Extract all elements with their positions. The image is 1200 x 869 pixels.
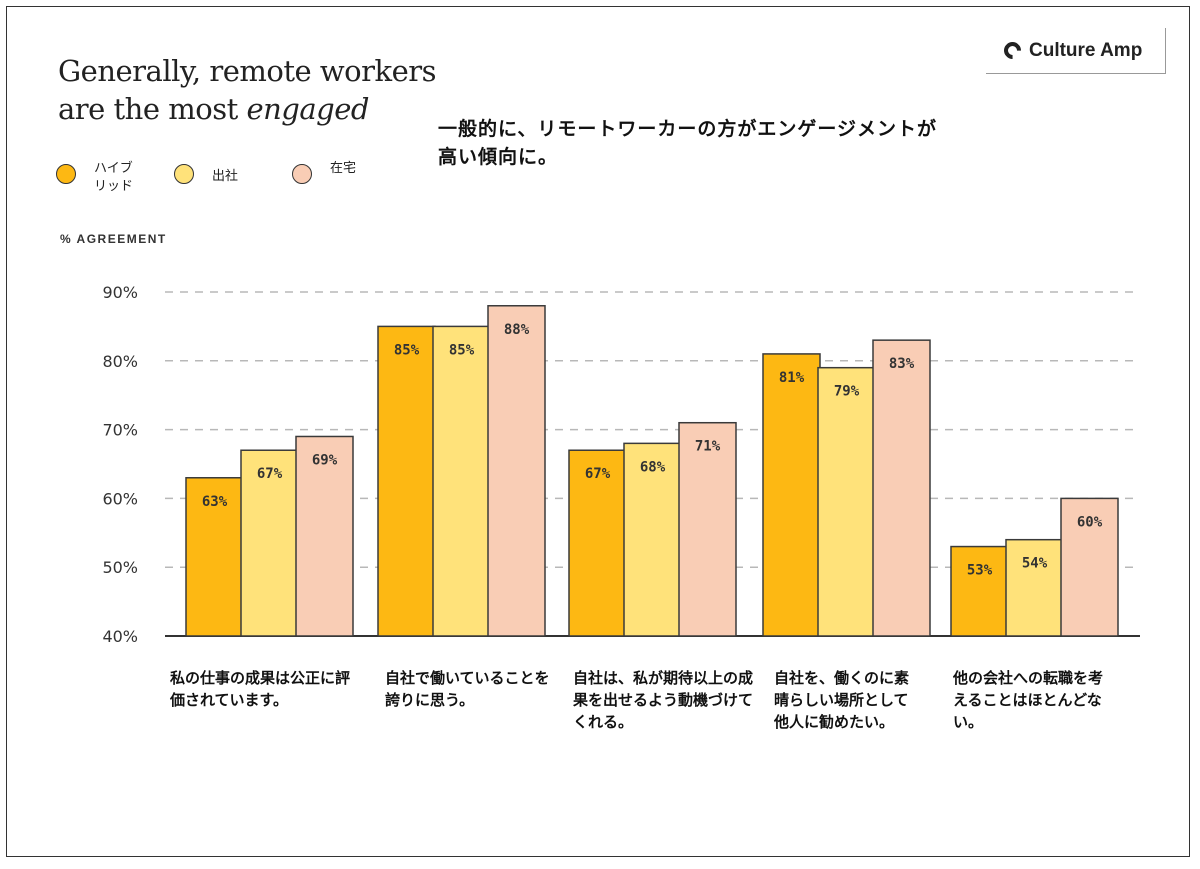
category-label: 他の会社への転職を考えることはほとんどない。 bbox=[953, 669, 1104, 731]
bar-value-label: 79% bbox=[834, 384, 860, 400]
category-label: 自社を、働くのに素晴らしい場所として他人に勧めたい。 bbox=[774, 669, 910, 731]
bar bbox=[487, 305, 546, 637]
bar bbox=[762, 353, 821, 637]
bar bbox=[295, 435, 354, 637]
title-line-2: are the most engaged bbox=[58, 90, 436, 128]
category-label: 自社は、私が期待以上の成果を出せるよう動機づけてくれる。 bbox=[573, 669, 754, 731]
category-label: 自社で働いていることを誇りに思う。 bbox=[385, 669, 550, 709]
bar-value-label: 88% bbox=[504, 322, 530, 338]
bar-value-label: 83% bbox=[889, 356, 915, 372]
bar bbox=[568, 449, 627, 637]
legend-label-remote: 在宅 bbox=[330, 161, 357, 176]
bar-value-label: 67% bbox=[585, 466, 611, 482]
legend-item-office: 出社 bbox=[174, 160, 258, 196]
bar bbox=[377, 325, 436, 637]
bar-value-label: 81% bbox=[779, 370, 805, 386]
legend-swatch-office bbox=[174, 164, 194, 184]
y-tick-label: 50% bbox=[102, 558, 138, 577]
bar-value-label: 71% bbox=[695, 439, 721, 455]
bar bbox=[1005, 538, 1064, 637]
y-tick-label: 60% bbox=[102, 489, 138, 508]
bar bbox=[872, 339, 931, 637]
bar bbox=[185, 477, 244, 637]
title-line-1: Generally, remote workers bbox=[58, 54, 436, 88]
chart-title: Generally, remote workers are the most e… bbox=[58, 52, 436, 128]
y-tick-label: 40% bbox=[102, 627, 138, 646]
bar bbox=[240, 449, 299, 637]
bar bbox=[432, 325, 491, 637]
bar-value-label: 68% bbox=[640, 459, 666, 475]
bar bbox=[678, 421, 737, 637]
bar-value-label: 63% bbox=[202, 494, 228, 510]
y-tick-label: 90% bbox=[102, 283, 138, 302]
bar bbox=[817, 366, 876, 637]
legend-swatch-remote bbox=[292, 164, 312, 184]
y-tick-label: 80% bbox=[102, 352, 138, 371]
title-line-2-prefix: are the most bbox=[58, 92, 247, 126]
logo-text: Culture Amp bbox=[1029, 39, 1143, 61]
bar bbox=[623, 442, 682, 637]
culture-amp-logo: Culture Amp bbox=[986, 28, 1166, 74]
legend-item-hybrid: ハイブリッド bbox=[56, 160, 140, 196]
bar bbox=[950, 545, 1009, 637]
y-axis-caption: % AGREEMENT bbox=[60, 232, 167, 246]
bar-value-label: 53% bbox=[967, 563, 993, 579]
bar-value-label: 69% bbox=[312, 452, 338, 468]
bar-value-label: 54% bbox=[1022, 556, 1048, 572]
legend: ハイブリッド 出社 在宅 bbox=[56, 160, 410, 196]
title-emphasis: engaged bbox=[246, 92, 369, 126]
bar-value-label: 60% bbox=[1077, 514, 1103, 530]
japanese-summary-note: 一般的に、リモートワーカーの方がエンゲージメントが高い傾向に。 bbox=[438, 118, 938, 168]
bar-value-label: 67% bbox=[257, 466, 283, 482]
category-label: 私の仕事の成果は公正に評価されています。 bbox=[170, 669, 351, 709]
chart-frame bbox=[6, 6, 1190, 857]
bar bbox=[1060, 497, 1119, 637]
y-tick-label: 70% bbox=[102, 421, 138, 440]
bar-value-label: 85% bbox=[449, 342, 475, 358]
legend-swatch-hybrid bbox=[56, 164, 76, 184]
bar-value-label: 85% bbox=[394, 342, 420, 358]
legend-label-office: 出社 bbox=[212, 169, 239, 184]
legend-item-remote: 在宅 bbox=[292, 160, 376, 196]
legend-label-hybrid: ハイブリッド bbox=[94, 161, 134, 194]
